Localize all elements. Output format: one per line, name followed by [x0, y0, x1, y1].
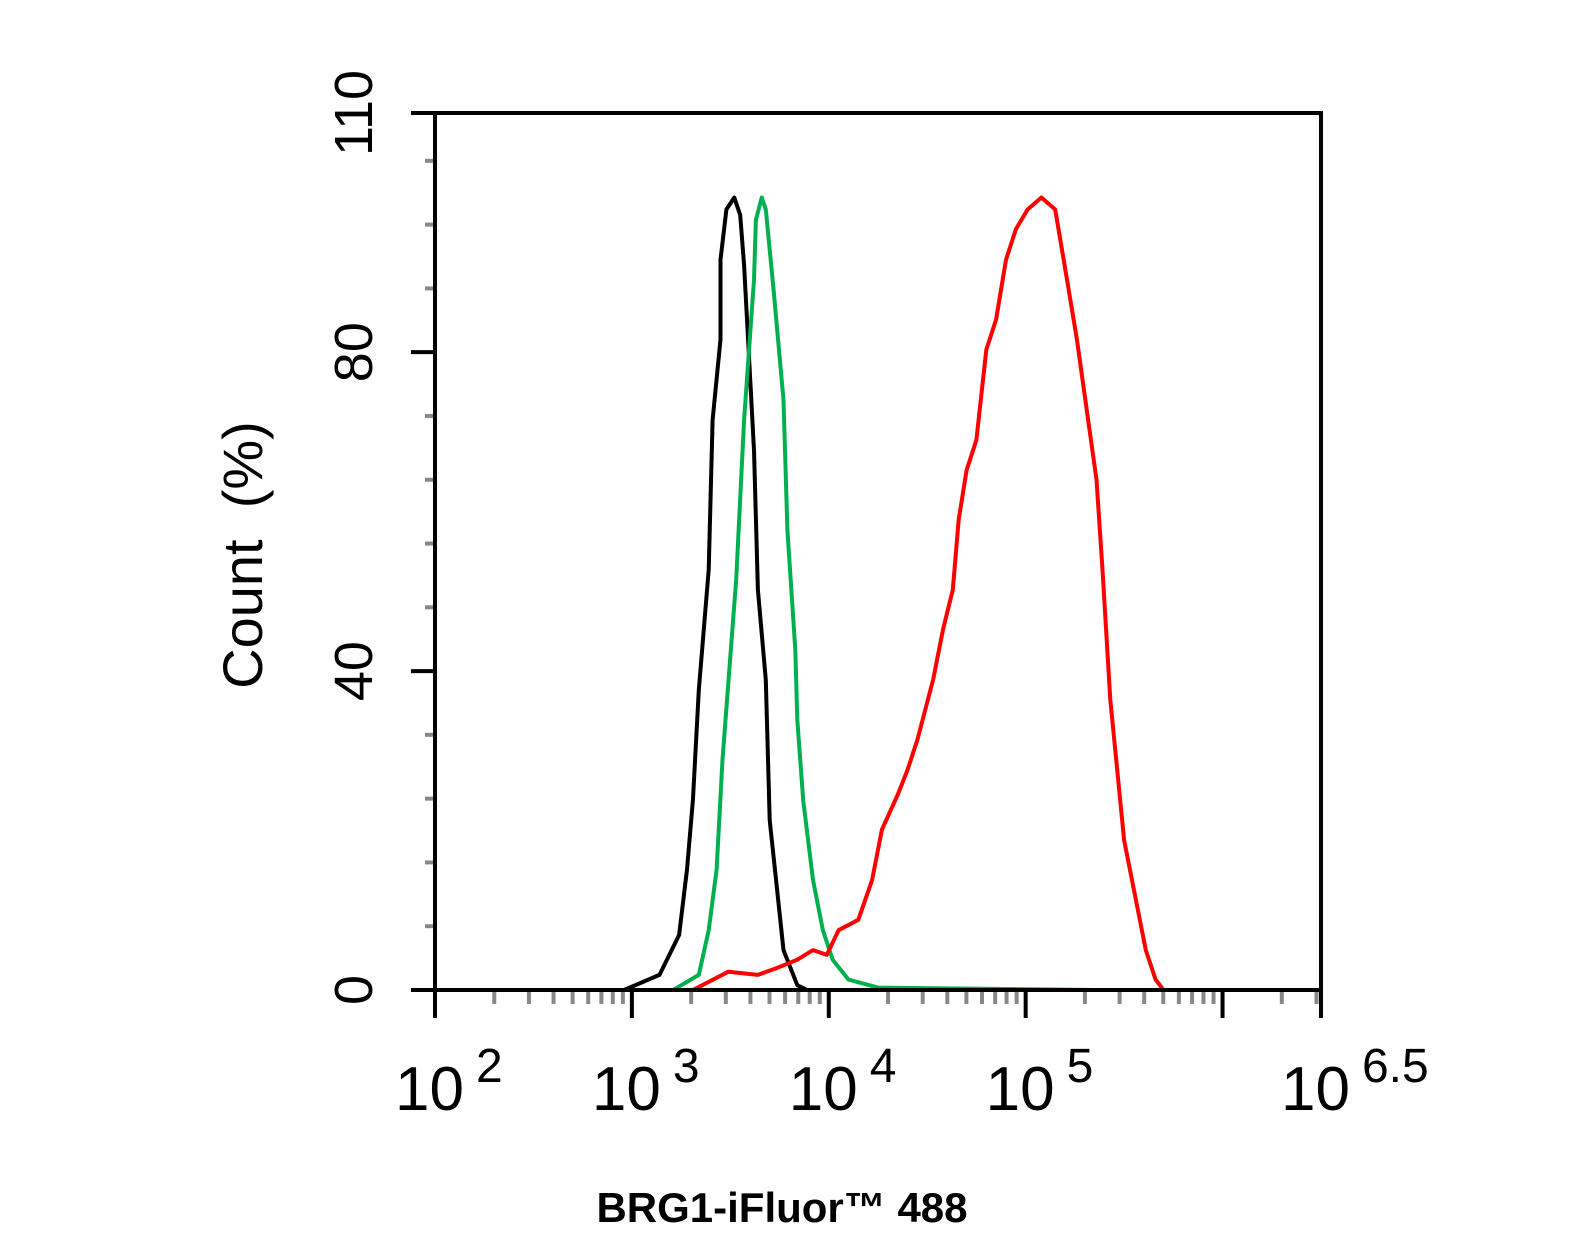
x-tick-label: 10 3 — [592, 1040, 700, 1124]
histogram-curves — [623, 195, 1166, 992]
y-axis-title: Count (%) — [211, 421, 274, 689]
histogram-green — [672, 195, 1097, 992]
y-tick-labels: 0 40 80 110 — [324, 70, 384, 1005]
x-tick-label: 10 4 — [789, 1040, 897, 1124]
x-tick-label: 10 5 — [986, 1040, 1094, 1124]
histogram-black — [623, 195, 808, 992]
y-tick-label: 40 — [324, 641, 384, 701]
histogram-red — [691, 195, 1166, 992]
axis-ticks — [411, 111, 1323, 1018]
x-tick-label: 10 2 — [395, 1040, 503, 1124]
x-tick-labels: 10 2 10 3 10 4 10 5 10 6.5 — [395, 1040, 1429, 1124]
y-tick-label: 110 — [324, 70, 384, 156]
plot-frame — [433, 111, 1323, 992]
x-axis-title: BRG1-iFluor™ 488 — [596, 1184, 967, 1231]
x-tick-label: 10 6.5 — [1281, 1040, 1429, 1124]
y-tick-label: 80 — [324, 322, 384, 382]
y-tick-label: 0 — [324, 975, 384, 1005]
